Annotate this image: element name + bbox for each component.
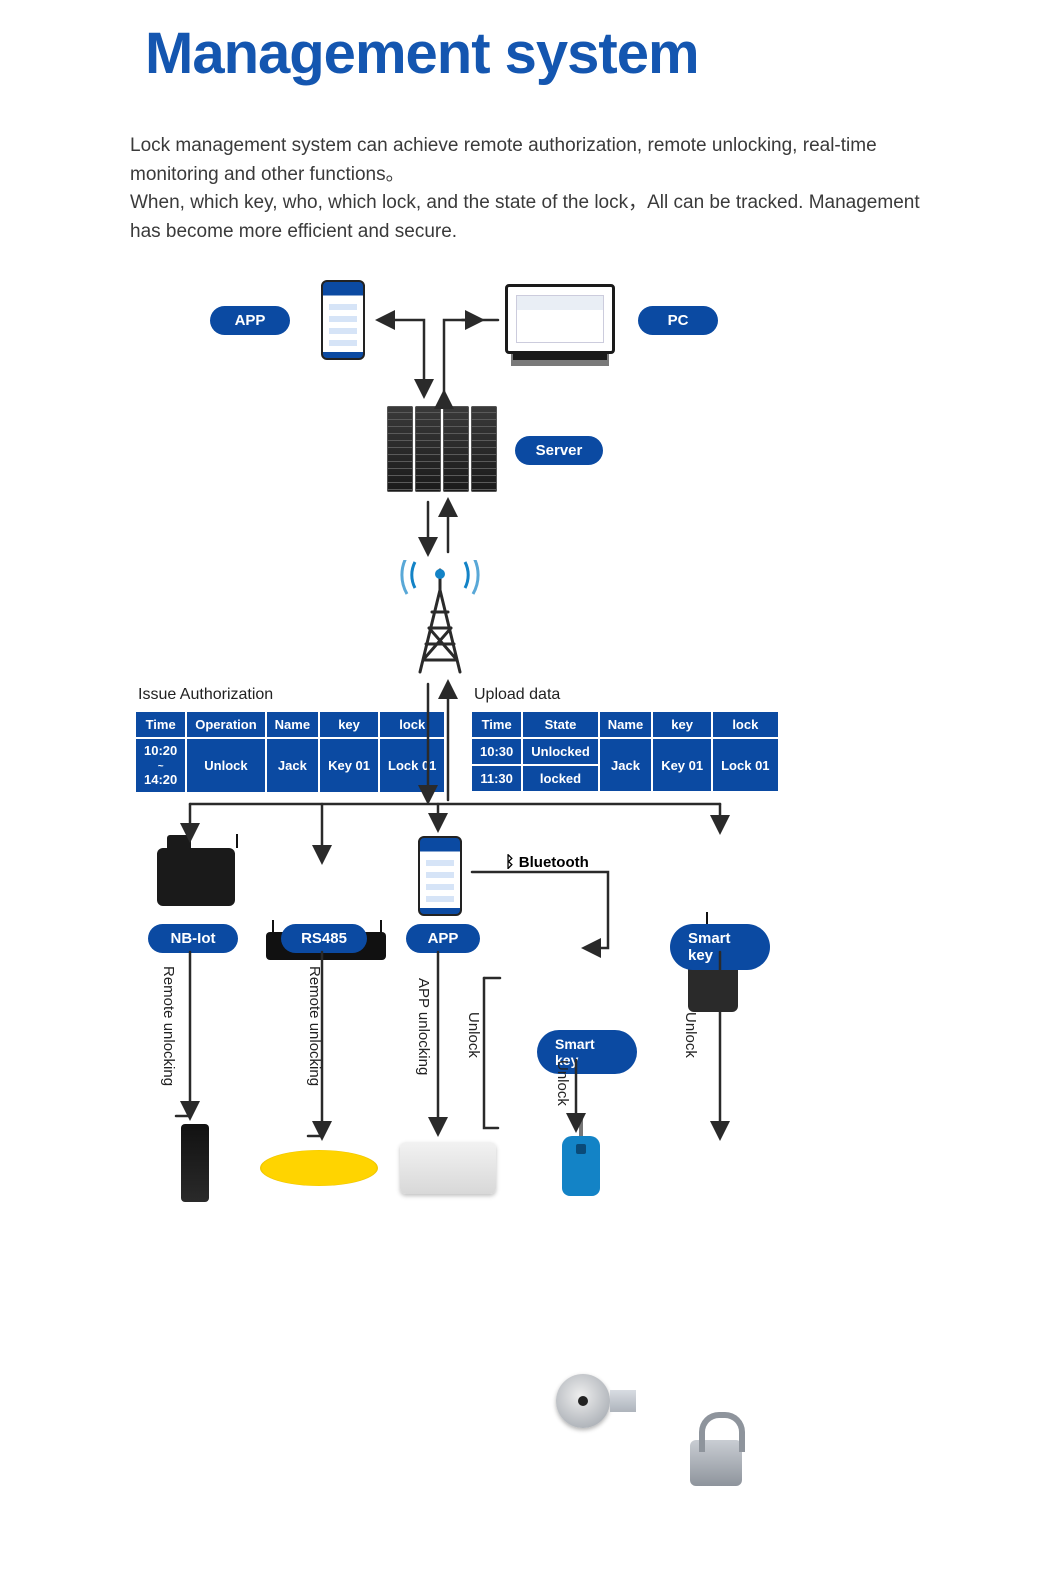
server-icon <box>387 406 497 492</box>
td: Key 01 <box>652 738 712 792</box>
pc-pill: PC <box>638 306 718 335</box>
th: key <box>652 711 712 738</box>
manhole-lock-icon <box>260 1150 378 1186</box>
td: locked <box>522 765 599 792</box>
remote-unlocking-label-2: Remote unlocking <box>306 966 323 1086</box>
page-title: Management system <box>145 20 699 87</box>
remote-unlocking-label-1: Remote unlocking <box>160 966 177 1086</box>
td: Unlock <box>186 738 265 793</box>
diagram-canvas: Management system Lock management system… <box>0 0 1060 1578</box>
th: Name <box>599 711 652 738</box>
th: State <box>522 711 599 738</box>
bluetooth-icon: ᛒ <box>505 854 515 871</box>
td: Jack <box>266 738 319 793</box>
lock-handle-icon <box>181 1124 209 1202</box>
phone-icon <box>321 280 365 360</box>
td: 10:30 <box>471 738 522 765</box>
td: 10:20~14:20 <box>135 738 186 793</box>
antenna-tower-icon <box>395 560 485 678</box>
td: Unlocked <box>522 738 599 765</box>
app-pill-mid: APP <box>406 924 480 953</box>
app-pill-top: APP <box>210 306 290 335</box>
bluetooth-label: ᛒ Bluetooth <box>505 854 589 872</box>
app-unlocking-label: APP unlocking <box>415 978 432 1075</box>
th-key: key <box>319 711 379 738</box>
box-lock-icon <box>400 1142 496 1194</box>
nbiot-pill: NB-Iot <box>148 924 238 953</box>
td: Lock 01 <box>712 738 778 792</box>
th-name: Name <box>266 711 319 738</box>
issue-authorization-table: Time Operation Name key lock 10:20~14:20… <box>134 710 446 794</box>
smartkey-pill-center: Smart key <box>537 1030 637 1074</box>
td: Key 01 <box>319 738 379 793</box>
cam-lock-icon <box>556 1374 610 1428</box>
th: lock <box>712 711 778 738</box>
smartkey-fob-icon <box>562 1136 600 1196</box>
server-pill: Server <box>515 436 603 465</box>
issue-auth-label: Issue Authorization <box>138 686 273 704</box>
td: 11:30 <box>471 765 522 792</box>
nb-iot-device-icon <box>157 848 235 906</box>
phone-icon-mid <box>418 836 462 916</box>
th: Time <box>471 711 522 738</box>
description-text: Lock management system can achieve remot… <box>130 132 920 246</box>
unlock-label-1: Unlock <box>465 1012 482 1058</box>
pc-monitor-icon <box>505 284 615 354</box>
td: Jack <box>599 738 652 792</box>
th-time: Time <box>135 711 186 738</box>
th-op: Operation <box>186 711 265 738</box>
smartkey-pill-right: Smart key <box>670 924 770 970</box>
padlock-icon <box>690 1440 742 1486</box>
upload-data-label: Upload data <box>474 686 560 704</box>
unlock-label-3: Unlock <box>682 1012 699 1058</box>
rs485-pill: RS485 <box>281 924 367 953</box>
td: Lock 01 <box>379 738 445 793</box>
th-lock: lock <box>379 711 445 738</box>
upload-data-table: Time State Name key lock 10:30 Unlocked … <box>470 710 780 793</box>
unlock-label-2: Unlock <box>554 1060 571 1106</box>
